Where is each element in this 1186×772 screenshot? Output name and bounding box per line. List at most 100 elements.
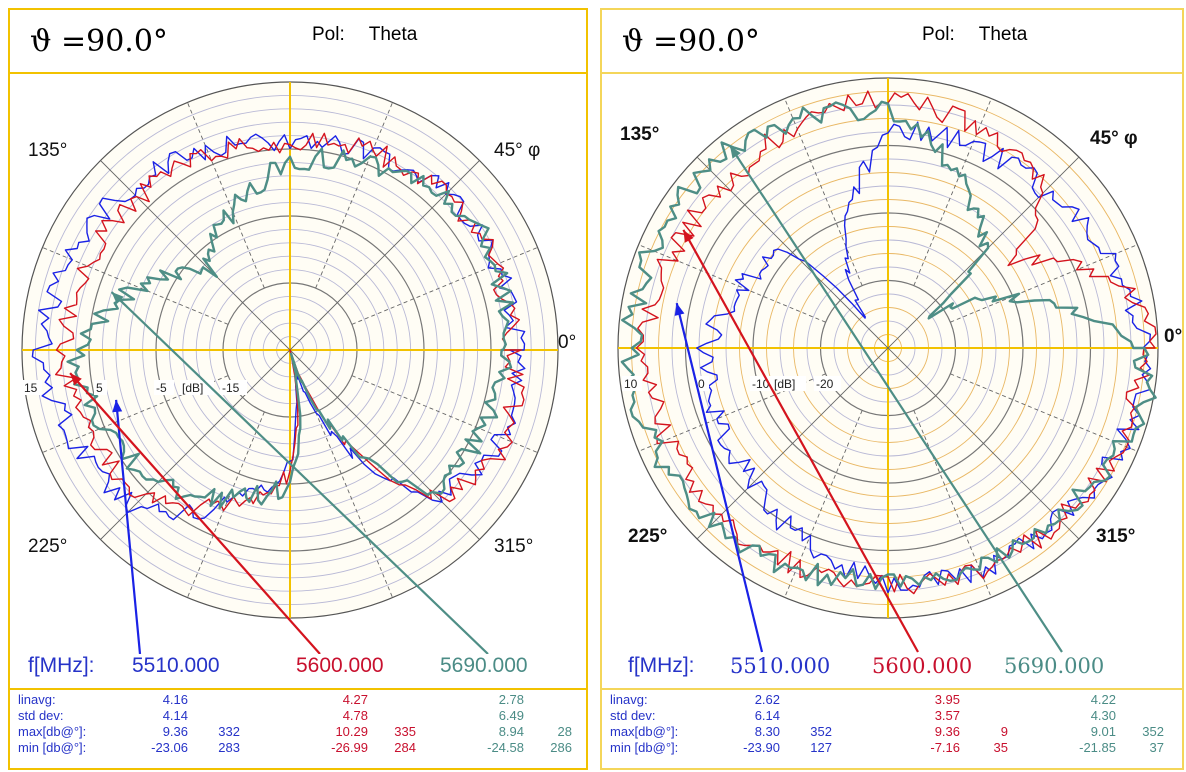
stats-row: max[db@°]: 8.30 352 9.36 9 9.01 352 [606, 724, 1168, 740]
radial-label-bg [154, 380, 174, 395]
stats-value: 2.62 [754, 692, 780, 707]
pointer-arrow [675, 302, 764, 653]
grid-spoke [935, 156, 1080, 301]
stats-value: 335 [394, 724, 416, 739]
stats-row: std dev: 4.14 4.78 6.49 [14, 708, 576, 724]
stats-value: 8.30 [754, 724, 780, 739]
stats-value: 4.14 [162, 708, 188, 723]
grid-spoke [289, 349, 338, 398]
stats-value: 284 [394, 740, 416, 755]
pol-label: Pol: [922, 24, 955, 45]
radial-label: -10 [752, 377, 770, 391]
radial-label: [dB] [182, 381, 203, 395]
grid-spoke [337, 397, 480, 540]
grid-spoke [887, 299, 937, 349]
grid-spoke [950, 373, 1138, 452]
stats-table: linavg: 4.16 4.27 2.78 std dev: 4.14 4.78 6.49 m… [10, 688, 586, 768]
angle-label: 0° [1164, 326, 1182, 347]
stats-value [372, 708, 420, 724]
stats-value [784, 708, 836, 724]
stats-value: 352 [1142, 724, 1164, 739]
stats-value: 6.14 [754, 708, 780, 723]
pointer-arrow [115, 399, 142, 654]
stats-value [964, 692, 1012, 708]
grid-spoke [315, 411, 393, 598]
stats-value: 352 [810, 724, 832, 739]
grid-spoke [638, 244, 826, 323]
stats-row: linavg: 2.62 3.95 4.22 [606, 692, 1168, 708]
stats-label: linavg: [18, 692, 56, 707]
angle-label: 0° [558, 332, 576, 353]
stats-value: 332 [218, 724, 240, 739]
grid-spoke [42, 375, 229, 453]
stats-value [964, 708, 1012, 724]
stats-table: linavg: 2.62 3.95 4.22 std dev: 6.14 3.57 4.30 m… [602, 688, 1182, 768]
stats-value: -24.58 [487, 740, 524, 755]
radial-label: 10 [624, 377, 638, 391]
grid-spoke [887, 347, 937, 397]
stats-value [1120, 692, 1168, 708]
radial-label: -20 [816, 377, 834, 391]
freq-5690: 5690.000 [440, 654, 528, 677]
stats-value: 127 [810, 740, 832, 755]
pol-label: Pol: [312, 24, 345, 45]
polar-chart: 135° 45° φ 0° 225° 315° 15 5 -5 [dB] -15 [21, 81, 576, 654]
stats-value: 2.78 [498, 692, 524, 707]
frequency-legend: f[MHz]: [628, 654, 695, 678]
polar-panel-right: ϑ =90.0° Pol: Theta 135° 45° φ 0° 225° 315° 10… [600, 8, 1184, 770]
angle-label: 225° [628, 526, 667, 547]
grid-spoke [935, 395, 1080, 540]
freq-label: f[MHz]: [628, 654, 695, 677]
stats-row: linavg: 4.16 4.27 2.78 [14, 692, 576, 708]
arrow-head [730, 145, 741, 159]
radial-label: [dB] [774, 377, 795, 391]
grid-spoke [187, 102, 265, 289]
series-line-5510.000 [696, 121, 1152, 594]
grid-spoke [42, 247, 229, 325]
arrow-head [683, 229, 694, 243]
angle-label: 45° φ [494, 140, 540, 161]
stats-value: 8.94 [498, 724, 524, 739]
stats-value: -7.16 [930, 740, 960, 755]
polar-panel-left: ϑ =90.0° Pol: Theta 135° 45° φ 0° 225° 315° 15… [8, 8, 588, 770]
pol-value: Theta [978, 24, 1028, 45]
stats-label: std dev: [610, 708, 656, 723]
stats-value [192, 692, 244, 708]
stats-value: 9 [1000, 724, 1008, 739]
radial-label-bg [94, 380, 107, 395]
frequency-legend: f[MHz]: [28, 654, 95, 678]
theta-label: ϑ =90.0° [622, 24, 760, 59]
grid-spoke [351, 247, 538, 325]
stats-value: 4.22 [1090, 692, 1116, 707]
stats-value: 6.49 [498, 708, 524, 723]
freq-5600: 5600.000 [296, 654, 384, 677]
stats-value: 10.29 [335, 724, 368, 739]
stats-label: max[db@°]: [18, 724, 87, 739]
pointer-arrow [682, 229, 919, 653]
pointer-arrow [110, 291, 489, 654]
grid-spoke [950, 244, 1138, 323]
stats-value: 4.30 [1090, 708, 1116, 723]
stats-value [1120, 708, 1168, 724]
grid-spoke [351, 375, 538, 453]
stats-label: min [db@°]: [18, 740, 87, 755]
angle-label: 135° [620, 124, 659, 145]
grid-spoke [638, 373, 826, 452]
radial-label-bg [220, 380, 247, 395]
grid-spoke [100, 397, 243, 540]
grid-spoke [242, 302, 291, 351]
stats-value: 28 [557, 724, 572, 739]
grid-spoke [913, 410, 992, 598]
stats-value: 3.95 [934, 692, 960, 707]
grid-spoke [337, 160, 480, 303]
polar-chart: 135° 45° φ 0° 225° 315° 10 0 -10 [dB] -20 [617, 77, 1182, 653]
stats-value: 283 [218, 740, 240, 755]
stats-row: std dev: 6.14 3.57 4.30 [606, 708, 1168, 724]
stats-label: linavg: [610, 692, 648, 707]
grid-spoke [289, 302, 338, 351]
stats-row: min [db@°]: -23.06 283 -26.99 284 -24.58 286 [14, 740, 576, 756]
stats-value: -21.85 [1079, 740, 1116, 755]
radial-label-bg [696, 376, 709, 391]
grid-spoke [913, 98, 992, 286]
freq-5510: 5510.000 [132, 654, 220, 677]
